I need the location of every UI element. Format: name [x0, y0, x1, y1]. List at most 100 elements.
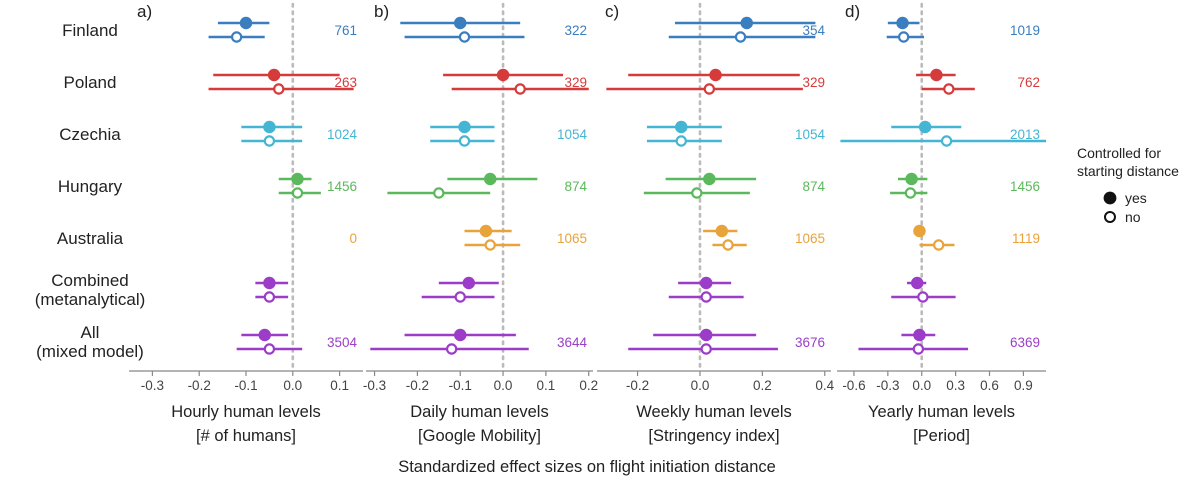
panel-tag: c) [605, 2, 619, 21]
point-estimate-no [263, 343, 276, 355]
x-axis-subtitle: [# of humans] [196, 427, 296, 445]
x-tick-label: -0.2 [626, 378, 649, 393]
panel-2: b) -0.3 -0.2 -0.1 0.0 0.1 0.2 Daily human level… [363, 2, 598, 445]
panel-1: a) -0.3 -0.2 -0.1 0.0 0.1 Hourly human levels [… [129, 2, 363, 445]
row-label-finland: Finland [62, 21, 118, 40]
point-estimate-no [912, 343, 925, 355]
point-estimate-no [675, 135, 687, 147]
x-tick-label: 0.6 [980, 378, 999, 393]
sample-size-label: 322 [564, 23, 587, 38]
panel-3: c) -0.2 0.0 0.2 0.4 Weekly human levels [Strin… [597, 2, 835, 445]
point-estimate-no [514, 83, 526, 95]
point-estimate-no [722, 239, 734, 251]
sample-size-label: 1019 [1010, 23, 1040, 38]
x-axis-subtitle: [Period] [913, 427, 970, 445]
row-label-australia: Australia [57, 229, 124, 248]
panel-tag: b) [374, 2, 389, 21]
x-tick-label: 0.0 [691, 378, 710, 393]
sample-size-label: 3504 [327, 335, 358, 350]
point-estimate-no [917, 291, 929, 303]
legend-title-line1: Controlled for [1077, 145, 1161, 161]
row-label-all: All [81, 323, 100, 342]
sample-size-label: 329 [564, 75, 587, 90]
sample-size-label: 1456 [1010, 179, 1040, 194]
legend: Controlled for starting distance yes no [1077, 145, 1179, 225]
x-tick-label: -0.3 [141, 378, 164, 393]
x-tick-label: 0.3 [946, 378, 965, 393]
x-axis-subtitle: [Stringency index] [648, 427, 779, 445]
point-estimate-yes [918, 120, 932, 134]
point-estimate-no [263, 291, 276, 303]
x-tick-label: -0.3 [876, 378, 899, 393]
point-estimate-yes [496, 68, 510, 82]
point-estimate-no [932, 239, 945, 251]
point-estimate-yes [930, 68, 943, 82]
point-estimate-no [445, 343, 458, 355]
x-tick-label: 0.2 [753, 378, 772, 393]
point-estimate-yes [462, 276, 476, 290]
point-estimate-yes [740, 16, 754, 30]
point-estimate-yes [699, 276, 713, 290]
point-estimate-no [700, 343, 712, 355]
point-estimate-no [691, 187, 703, 199]
point-estimate-yes [699, 328, 713, 342]
sample-size-label: 1119 [1012, 231, 1040, 246]
row-label-combined: Combined [51, 271, 129, 290]
x-tick-label: -0.6 [842, 378, 865, 393]
x-tick-label: 0.1 [536, 378, 555, 393]
point-estimate-yes [291, 172, 304, 186]
row-sublabel-all: (mixed model) [36, 342, 144, 361]
point-estimate-no [897, 31, 910, 43]
point-estimate-no [940, 135, 953, 147]
sample-size-label: 1024 [327, 127, 358, 142]
x-tick-label: 0.0 [283, 378, 302, 393]
legend-label-no: no [1125, 209, 1141, 225]
sample-size-label: 761 [334, 23, 357, 38]
point-estimate-no [454, 291, 466, 303]
row-label-hungary: Hungary [58, 177, 123, 196]
sample-size-label: 1456 [327, 179, 357, 194]
point-estimate-no [273, 83, 285, 95]
row-label-poland: Poland [64, 73, 117, 92]
legend-title-line2: starting distance [1077, 163, 1179, 179]
point-estimate-yes [263, 120, 276, 134]
sample-size-label: 762 [1017, 75, 1040, 90]
sample-size-label: 0 [349, 231, 357, 246]
x-axis-subtitle: [Google Mobility] [418, 427, 541, 445]
point-estimate-yes [263, 276, 276, 290]
sample-size-label: 354 [802, 23, 825, 38]
point-estimate-no [458, 31, 471, 43]
x-axis-title: Yearly human levels [868, 403, 1015, 421]
x-axis-title: Daily human levels [410, 403, 548, 421]
point-estimate-yes [709, 68, 722, 82]
x-tick-label: 0.4 [815, 378, 834, 393]
x-tick-label: 0.0 [494, 378, 513, 393]
row-label-czechia: Czechia [59, 125, 121, 144]
x-tick-label: 0.0 [912, 378, 931, 393]
legend-label-yes: yes [1125, 190, 1147, 206]
point-estimate-no [703, 83, 716, 95]
x-axis-title: Hourly human levels [171, 403, 320, 421]
point-estimate-no [291, 187, 304, 199]
panel-tag: d) [845, 2, 860, 21]
sample-size-label: 263 [334, 75, 357, 90]
sample-size-label: 2013 [1010, 127, 1040, 142]
x-tick-label: 0.2 [579, 378, 598, 393]
row-labels: Finland Poland Czechia Hungary Australia Comb… [35, 21, 146, 361]
point-estimate-no [734, 31, 747, 43]
point-estimate-yes [453, 328, 467, 342]
point-estimate-yes [239, 16, 253, 30]
point-estimate-yes [479, 224, 493, 238]
point-estimate-no [943, 83, 955, 95]
point-estimate-yes [703, 172, 716, 186]
x-tick-label: -0.1 [449, 378, 472, 393]
point-estimate-yes [267, 68, 281, 82]
point-estimate-no [433, 187, 445, 199]
sample-size-label: 6369 [1010, 335, 1040, 350]
sample-size-label: 3644 [557, 335, 588, 350]
sample-size-label: 3676 [795, 335, 825, 350]
sample-size-label: 1054 [795, 127, 826, 142]
point-estimate-yes [674, 120, 688, 134]
point-estimate-yes [913, 224, 926, 238]
